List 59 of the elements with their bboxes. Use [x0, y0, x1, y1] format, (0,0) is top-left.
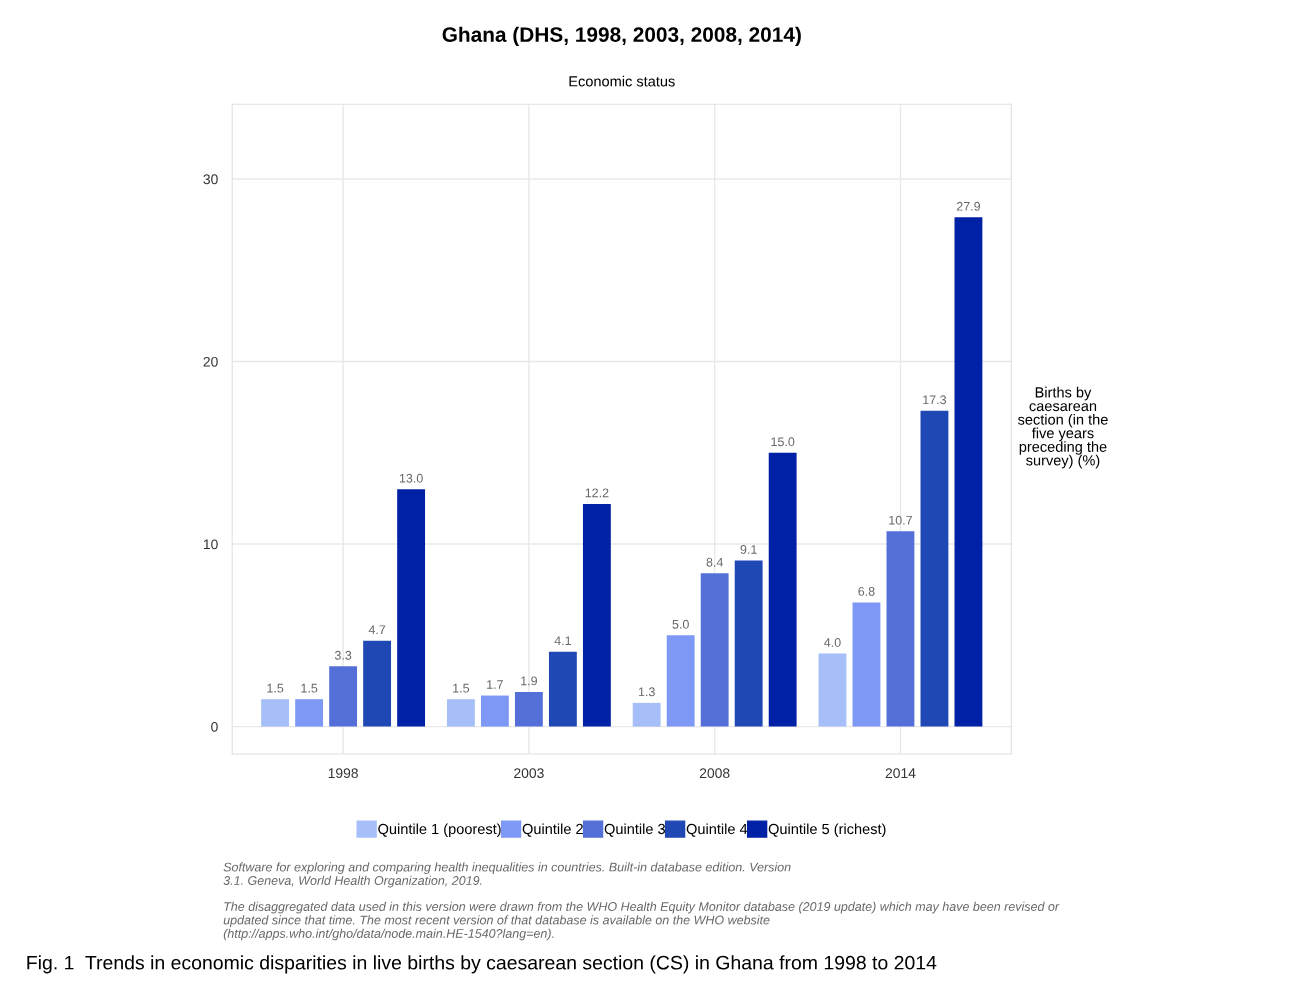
bar: [514, 691, 543, 727]
data-label: 15.0: [771, 437, 795, 447]
bar: [954, 217, 983, 727]
data-label: 4.0: [824, 638, 841, 647]
bar: [548, 651, 577, 727]
text: Software for exploring and comparing health inequalities in countries. Built-in database edition. Version 3.1. Geneva, World Health Organization, 2019.: [223, 862, 791, 888]
x-tick-label: 2003: [514, 768, 544, 779]
bar: [734, 560, 763, 727]
bar: [768, 452, 797, 727]
data-label: 13.0: [399, 473, 423, 483]
bar: [261, 699, 290, 727]
chart-title: Ghana (DHS, 1998, 2003, 2008, 2014): [442, 26, 801, 47]
y-tick-label: 20: [203, 356, 218, 367]
data-label: 17.3: [923, 395, 947, 405]
bar: [632, 702, 661, 727]
text: The disaggregated data used in this version were drawn from the WHO Health Equity Monitor database (2019 update) which may have been revised or updated since that time. The most recent version of that database is available on the WHO website (http://apps.who.int/gho/data/node.main.HE-1540?lang=en).: [223, 901, 1060, 941]
data-label: 8.4: [706, 557, 723, 567]
bar: [363, 640, 392, 727]
legend-label: Quintile 5 (richest): [768, 823, 886, 837]
bar: [666, 635, 695, 727]
x-tick-label: 2014: [885, 768, 916, 779]
bar: [886, 531, 915, 727]
data-label: 6.8: [858, 586, 875, 596]
bar: [582, 503, 611, 727]
y-tick-label: 0: [211, 721, 218, 732]
legend-label: Quintile 2: [522, 823, 583, 837]
bar: [920, 410, 949, 727]
data-label: 4.1: [554, 636, 571, 645]
bar: [446, 699, 475, 727]
data-label: 10.7: [889, 515, 912, 525]
data-label: 1.7: [487, 680, 503, 689]
x-tick-label: 1998: [328, 768, 358, 779]
caption: Fig. 1 Trends in economic disparities in live births by caesarean section (CS) in Ghana from 1998 to 2014: [27, 955, 937, 974]
data-label: 12.2: [585, 488, 609, 498]
data-label: 5.0: [672, 619, 689, 629]
bar: [295, 699, 324, 727]
bar: [818, 653, 847, 727]
data-label: 1.3: [638, 687, 655, 697]
data-label: 3.3: [334, 650, 352, 660]
data-label: 27.9: [956, 201, 981, 211]
bar: [480, 695, 509, 727]
x-tick-label: 2008: [699, 768, 730, 779]
data-label: 1.9: [521, 676, 537, 686]
y-tick-label: 10: [203, 539, 218, 550]
legend-label: Quintile 4: [686, 823, 748, 837]
data-label: 9.1: [740, 545, 757, 554]
bar: [700, 573, 729, 727]
data-label: 1.5: [453, 683, 470, 693]
data-label: 1.5: [301, 683, 318, 693]
y-tick-label: 30: [203, 174, 218, 185]
data-label: 1.5: [267, 683, 284, 693]
data-label: 4.7: [368, 625, 386, 635]
text: Births by caesarean section (in the five years preceding the survey) (%): [1017, 386, 1108, 469]
bar: [329, 666, 358, 727]
legend-label: Quintile 1 (poorest): [378, 823, 501, 838]
bar: [397, 489, 426, 727]
legend-label: Quintile 3: [604, 823, 665, 837]
chart-subtitle: Economic status: [569, 75, 675, 87]
bar: [852, 602, 881, 727]
